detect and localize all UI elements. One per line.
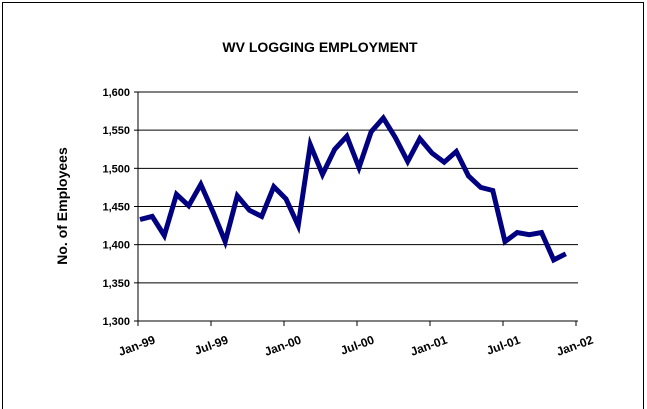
data-line: [139, 113, 567, 264]
y-tick-label: 1,400: [102, 240, 130, 252]
y-tick-label: 1,550: [102, 125, 130, 137]
y-tick-label: 1,450: [102, 202, 130, 214]
chart-title: WV LOGGING EMPLOYMENT: [222, 39, 418, 55]
y-tick-label: 1,500: [102, 163, 130, 175]
y-axis-label: No. of Employees: [54, 147, 70, 265]
y-tick-label: 1,600: [102, 87, 130, 99]
y-tick-label: 1,300: [102, 316, 130, 328]
y-tick-label: 1,350: [102, 278, 130, 290]
